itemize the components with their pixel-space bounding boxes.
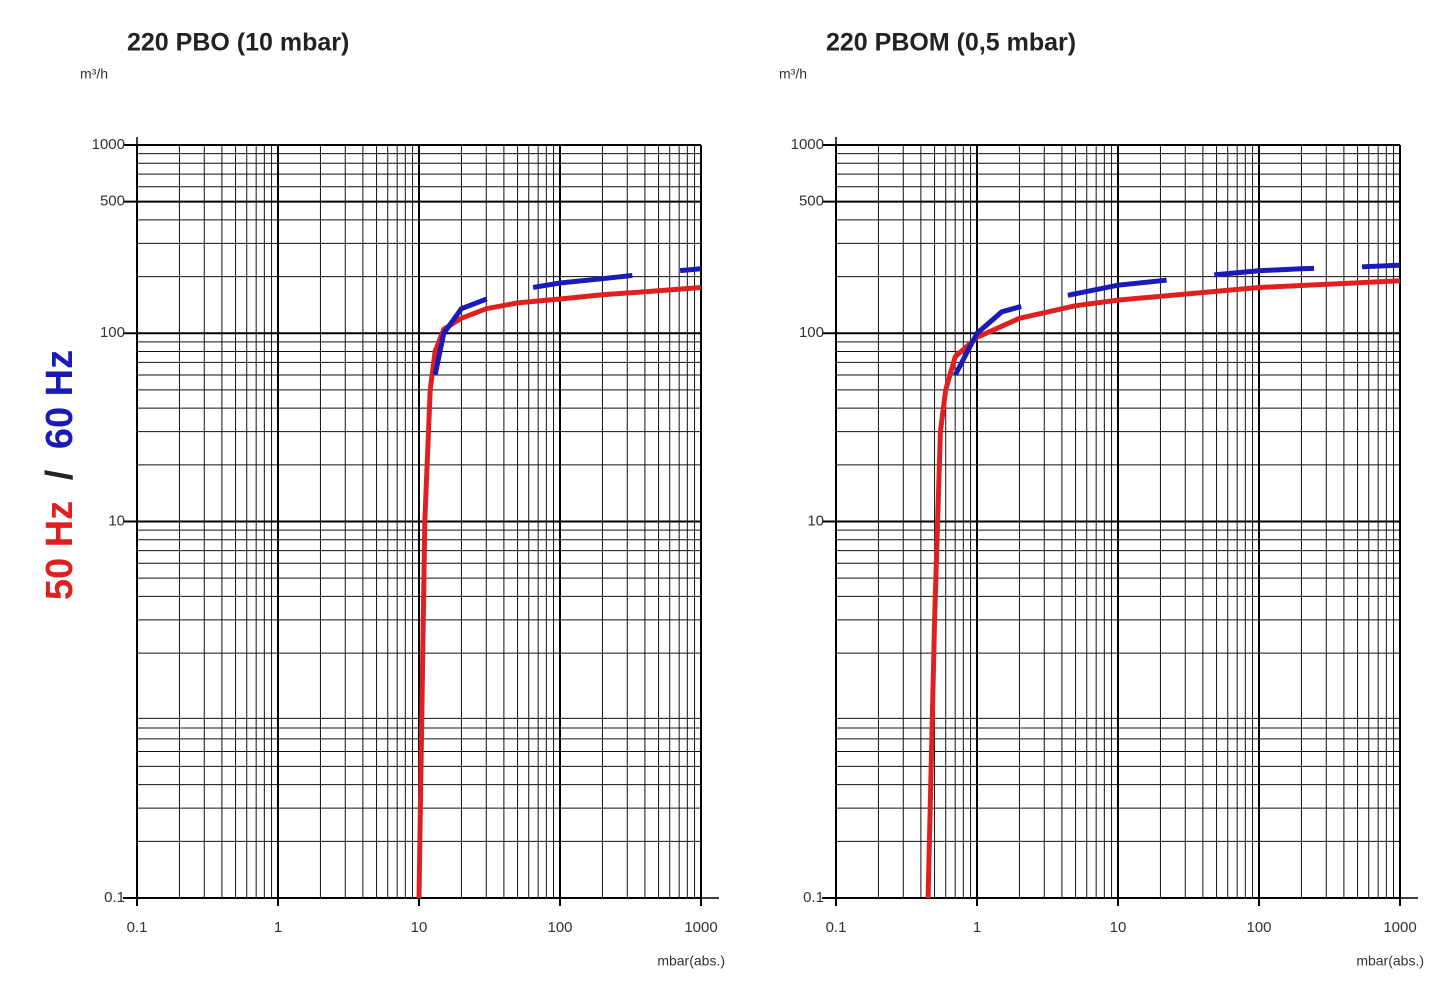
y-axis-label: m³/h [80, 66, 108, 82]
x-tick-label: 0.1 [826, 919, 847, 936]
series-line [952, 262, 1401, 377]
y-tick-label: 0.1 [104, 889, 125, 906]
legend: 50 Hz / 60 Hz [39, 350, 81, 600]
y-tick-label: 100 [799, 324, 824, 341]
legend-entry: 60 Hz [39, 350, 81, 449]
series-line [416, 285, 702, 899]
y-tick-label: 1000 [791, 136, 824, 153]
series-line [432, 266, 702, 376]
chart-title: 220 PBOM (0,5 mbar) [826, 29, 1076, 57]
y-tick-label: 100 [100, 324, 125, 341]
x-axis-label: mbar(abs.) [1356, 953, 1424, 969]
y-tick-label: 500 [799, 193, 824, 210]
y-tick-label: 500 [100, 193, 125, 210]
y-tick-label: 10 [108, 512, 125, 529]
x-tick-label: 100 [1246, 919, 1271, 936]
x-tick-label: 100 [547, 919, 572, 936]
y-axis-label: m³/h [779, 66, 807, 82]
y-tick-label: 10 [807, 512, 824, 529]
series-line [925, 278, 1401, 899]
x-tick-label: 1 [973, 919, 981, 936]
chart-title: 220 PBO (10 mbar) [127, 29, 349, 57]
x-tick-label: 0.1 [127, 919, 148, 936]
x-tick-label: 1000 [684, 919, 717, 936]
x-tick-label: 10 [411, 919, 428, 936]
x-tick-label: 1 [274, 919, 282, 936]
x-tick-label: 10 [1110, 919, 1127, 936]
legend-entry: 50 Hz [39, 501, 81, 600]
y-tick-label: 0.1 [803, 889, 824, 906]
y-tick-label: 1000 [92, 136, 125, 153]
x-axis-label: mbar(abs.) [657, 953, 725, 969]
legend-separator: / [39, 469, 81, 480]
x-tick-label: 1000 [1383, 919, 1416, 936]
